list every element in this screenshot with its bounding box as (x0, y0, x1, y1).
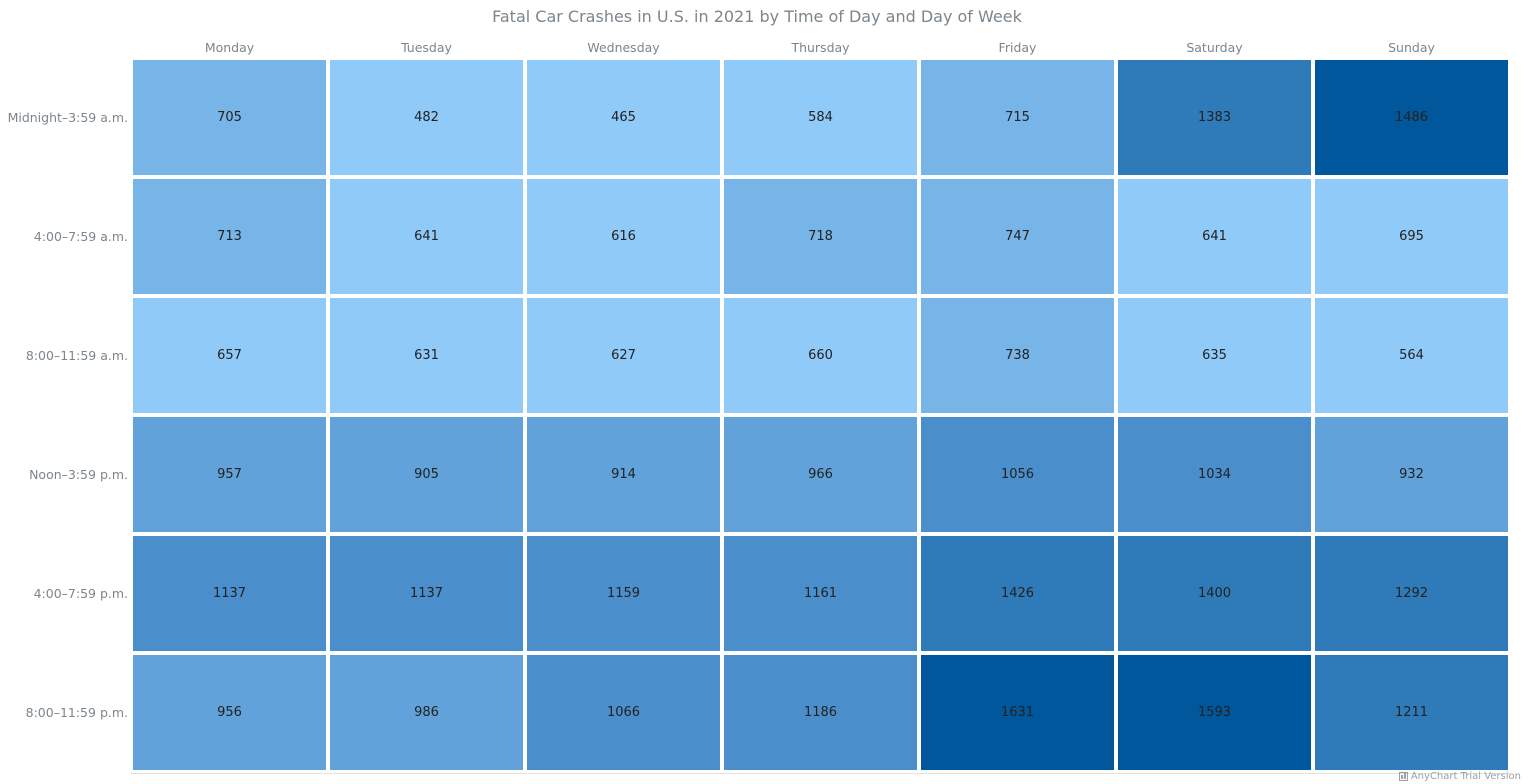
heatmap-cell[interactable]: 564 (1313, 296, 1510, 415)
row-label: 4:00–7:59 p.m. (33, 585, 128, 601)
heatmap-cell[interactable]: 616 (525, 177, 722, 296)
heatmap-cell[interactable]: 584 (722, 58, 919, 177)
heatmap-cell[interactable]: 718 (722, 177, 919, 296)
heatmap-cell[interactable]: 695 (1313, 177, 1510, 296)
heatmap-cell[interactable]: 1631 (919, 653, 1116, 772)
heatmap-cell[interactable]: 635 (1116, 296, 1313, 415)
heatmap-cell[interactable]: 905 (328, 415, 525, 534)
heatmap-cell[interactable]: 1161 (722, 534, 919, 653)
heatmap-cell[interactable]: 956 (131, 653, 328, 772)
heatmap-cell[interactable]: 914 (525, 415, 722, 534)
heatmap-cell[interactable]: 465 (525, 58, 722, 177)
heatmap-cell[interactable]: 715 (919, 58, 1116, 177)
chart-logo-icon (1398, 772, 1408, 781)
heatmap-cell[interactable]: 1593 (1116, 653, 1313, 772)
chart-title: Fatal Car Crashes in U.S. in 2021 by Tim… (492, 7, 1022, 26)
heatmap-cell[interactable]: 747 (919, 177, 1116, 296)
row-label: 8:00–11:59 p.m. (25, 704, 128, 720)
heatmap-cell[interactable]: 1211 (1313, 653, 1510, 772)
heatmap-cell[interactable]: 1159 (525, 534, 722, 653)
row-label: 8:00–11:59 a.m. (25, 347, 128, 363)
heatmap-cell[interactable]: 932 (1313, 415, 1510, 534)
heatmap-cell[interactable]: 641 (1116, 177, 1313, 296)
heatmap-cell[interactable]: 627 (525, 296, 722, 415)
heatmap-cell[interactable]: 738 (919, 296, 1116, 415)
heatmap-cell[interactable]: 641 (328, 177, 525, 296)
credits-text: AnyChart Trial Version (1410, 771, 1521, 782)
heatmap-cell[interactable]: 1486 (1313, 58, 1510, 177)
heatmap-cell[interactable]: 657 (131, 296, 328, 415)
heatmap-cell[interactable]: 1034 (1116, 415, 1313, 534)
heatmap-cell[interactable]: 986 (328, 653, 525, 772)
heatmap-cell[interactable]: 660 (722, 296, 919, 415)
heatmap-cell[interactable]: 1137 (328, 534, 525, 653)
heatmap-cell[interactable]: 705 (131, 58, 328, 177)
heatmap-cell[interactable]: 1066 (525, 653, 722, 772)
heatmap-cell[interactable]: 966 (722, 415, 919, 534)
heatmap-cell[interactable]: 1137 (131, 534, 328, 653)
column-label: Thursday (791, 40, 850, 55)
row-label: 4:00–7:59 a.m. (33, 228, 128, 244)
heatmap-cell[interactable]: 1186 (722, 653, 919, 772)
column-label: Tuesday (401, 40, 452, 55)
heatmap-cell[interactable]: 1426 (919, 534, 1116, 653)
heatmap-cell[interactable]: 1383 (1116, 58, 1313, 177)
heatmap-cell[interactable]: 713 (131, 177, 328, 296)
heatmap-cell[interactable]: 1400 (1116, 534, 1313, 653)
credits-link[interactable]: AnyChart Trial Version (1398, 771, 1521, 782)
column-label: Sunday (1388, 40, 1435, 55)
column-label: Wednesday (587, 40, 660, 55)
heatmap-cell[interactable]: 631 (328, 296, 525, 415)
heatmap-cell[interactable]: 1292 (1313, 534, 1510, 653)
row-label: Noon–3:59 p.m. (29, 466, 128, 482)
row-label: Midnight–3:59 a.m. (7, 109, 128, 125)
heatmap-cell[interactable]: 957 (131, 415, 328, 534)
column-label: Monday (204, 40, 255, 55)
heatmap-cell[interactable]: 482 (328, 58, 525, 177)
heatmap-cell[interactable]: 1056 (919, 415, 1116, 534)
column-label: Saturday (1186, 40, 1243, 55)
column-label: Friday (998, 40, 1037, 55)
